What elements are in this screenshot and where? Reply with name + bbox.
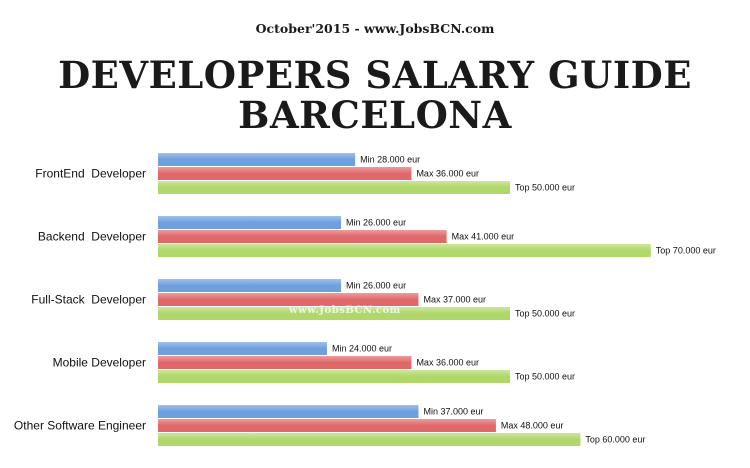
watermark-text: www.JobsBCN.com [289,305,401,316]
bar-value-label: Min 26.000 eur [346,281,406,291]
bar-max [158,230,447,243]
chart-subtitle: October'2015 - www.JobsBCN.com [255,21,495,36]
bar-top [158,433,581,446]
bar-value-label: Min 26.000 eur [346,218,406,228]
bar-value-label: Top 50.000 eur [515,183,575,193]
bar-value-label: Top 60.000 eur [585,435,645,445]
bar-min [158,216,342,229]
chart-title-line2: BARCELONA [238,93,512,137]
bar-value-label: Min 24.000 eur [332,344,392,354]
category-label: Other Software Engineer [14,419,146,433]
category-label: Backend Developer [38,230,146,244]
bar-value-label: Max 48.000 eur [501,421,564,431]
bar-top [158,370,510,383]
category-label: Full-Stack Developer [31,293,146,307]
bar-max [158,356,412,369]
bar-max [158,419,496,432]
bar-value-label: Min 37.000 eur [423,407,483,417]
bar-value-label: Max 41.000 eur [452,232,515,242]
bar-min [158,342,327,355]
bar-min [158,405,419,418]
bar-value-label: Min 28.000 eur [360,155,420,165]
bar-max [158,293,419,306]
bar-value-label: Max 36.000 eur [416,358,479,368]
bar-top [158,244,651,257]
bar-top [158,307,510,320]
category-label: Mobile Developer [53,356,146,370]
bar-max [158,167,412,180]
bar-value-label: Top 70.000 eur [656,246,716,256]
bar-top [158,181,510,194]
category-label: FrontEnd Developer [35,167,146,181]
bar-min [158,153,356,166]
bar-min [158,279,342,292]
bar-value-label: Max 36.000 eur [416,169,479,179]
bar-value-label: Top 50.000 eur [515,372,575,382]
chart-title-line1: DEVELOPERS SALARY GUIDE [58,53,692,97]
bar-value-label: Top 50.000 eur [515,309,575,319]
bar-value-label: Max 37.000 eur [423,295,486,305]
